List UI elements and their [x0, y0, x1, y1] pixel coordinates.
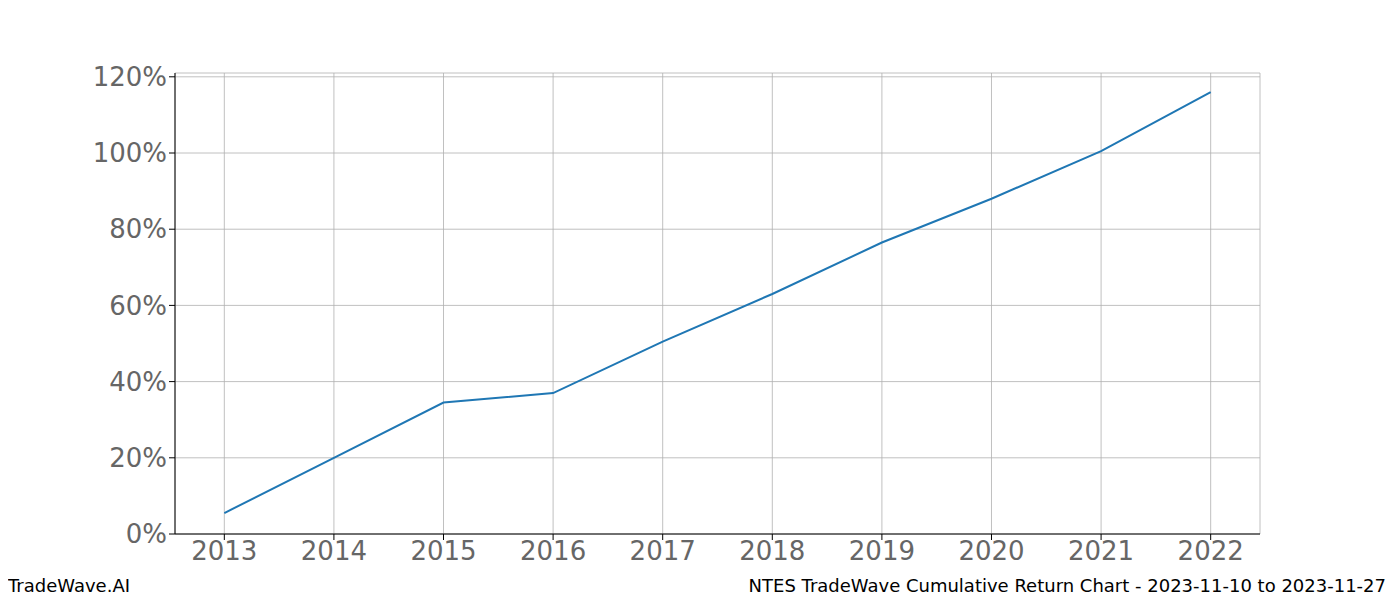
html-text:TradeWave.AI: TradeWave.AI [8, 575, 130, 596]
svg-text:2015: 2015 [410, 536, 476, 566]
svg-text:60%: 60% [109, 291, 167, 321]
svg-text:2017: 2017 [630, 536, 696, 566]
svg-text:2022: 2022 [1178, 536, 1244, 566]
svg-text:20%: 20% [109, 443, 167, 473]
svg-text:2021: 2021 [1068, 536, 1134, 566]
html-text:NTES TradeWave Cumulative Retu: NTES TradeWave Cumulative Return Chart -… [748, 575, 1386, 596]
svg-text:80%: 80% [109, 214, 167, 244]
svg-text:2013: 2013 [191, 536, 257, 566]
svg-text:2019: 2019 [849, 536, 915, 566]
svg-text:0%: 0% [126, 519, 167, 549]
svg-text:120%: 120% [93, 62, 167, 92]
svg-text:2016: 2016 [520, 536, 586, 566]
svg-text:2020: 2020 [958, 536, 1024, 566]
svg-text:40%: 40% [109, 367, 167, 397]
svg-text:2018: 2018 [739, 536, 805, 566]
svg-text:2014: 2014 [301, 536, 367, 566]
svg-text:100%: 100% [93, 138, 167, 168]
